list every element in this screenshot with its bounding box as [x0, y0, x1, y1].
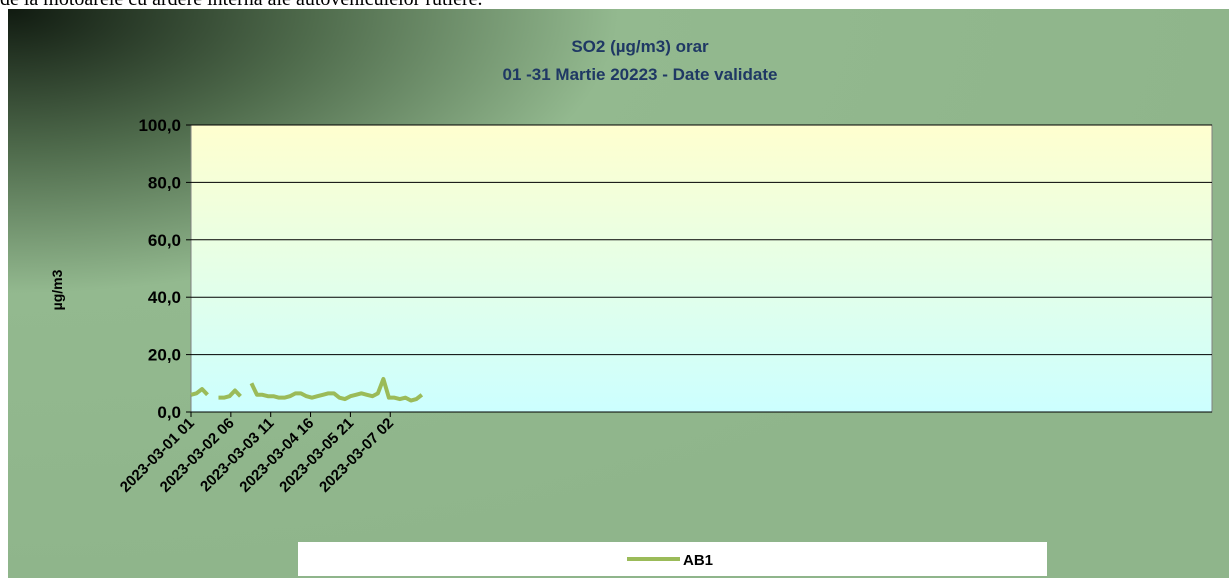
legend-label: AB1 [683, 552, 713, 569]
chart-title: SO2 (µg/m3) orar [571, 37, 709, 56]
y-tick-label: 100,0 [138, 116, 181, 135]
header-text: de la motoarele cu ardere internă ale au… [0, 0, 483, 10]
y-tick-label: 80,0 [148, 173, 181, 192]
y-tick-label: 20,0 [148, 346, 181, 365]
data-line [190, 376, 424, 403]
y-tick-label: 60,0 [148, 231, 181, 250]
chart-subtitle: 01 -31 Martie 20223 - Date validate [503, 65, 778, 84]
y-tick-label: 40,0 [148, 288, 181, 307]
y-tick-label: 0,0 [157, 403, 181, 422]
y-axis-label: µg/m3 [49, 269, 65, 310]
plot-area [190, 124, 1213, 413]
